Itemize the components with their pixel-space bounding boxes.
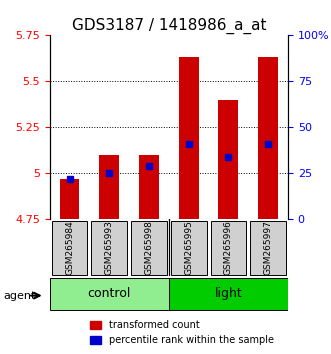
Text: GSM265998: GSM265998 (144, 220, 154, 275)
Text: GSM265984: GSM265984 (65, 221, 74, 275)
Text: control: control (87, 287, 131, 300)
Legend: transformed count, percentile rank within the sample: transformed count, percentile rank withi… (86, 316, 278, 349)
Text: GSM265997: GSM265997 (263, 220, 273, 275)
Text: GSM265993: GSM265993 (105, 220, 114, 275)
FancyBboxPatch shape (171, 221, 207, 275)
Text: GSM265996: GSM265996 (224, 220, 233, 275)
FancyBboxPatch shape (131, 221, 167, 275)
Bar (139, 155, 159, 219)
Bar (258, 57, 278, 219)
Bar (60, 179, 79, 219)
Text: GSM265995: GSM265995 (184, 220, 193, 275)
FancyBboxPatch shape (250, 221, 286, 275)
FancyBboxPatch shape (91, 221, 127, 275)
FancyBboxPatch shape (211, 221, 246, 275)
Text: agent: agent (3, 291, 36, 301)
FancyBboxPatch shape (169, 278, 288, 310)
Bar (218, 100, 238, 219)
FancyBboxPatch shape (50, 278, 169, 310)
FancyBboxPatch shape (52, 221, 87, 275)
Text: light: light (214, 287, 242, 300)
Bar (179, 57, 199, 219)
Bar (99, 155, 119, 219)
Title: GDS3187 / 1418986_a_at: GDS3187 / 1418986_a_at (71, 18, 266, 34)
